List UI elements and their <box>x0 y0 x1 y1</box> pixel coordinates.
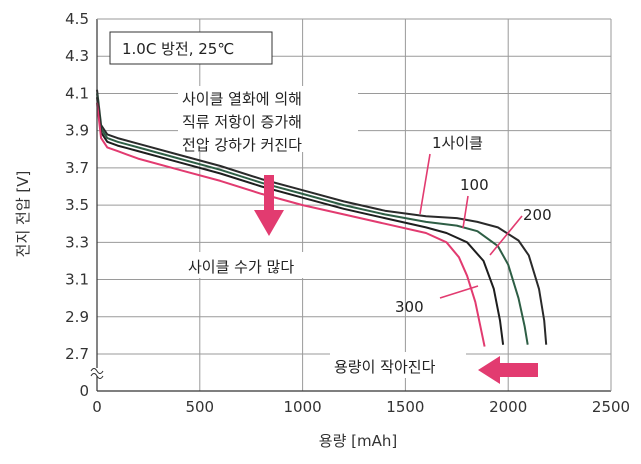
y-tick-label: 3.7 <box>65 159 89 177</box>
series-line-3 <box>96 97 505 345</box>
x-tick-label: 500 <box>185 398 214 416</box>
axis-break-mark <box>90 368 104 374</box>
series-labels: 1사이클 100 200 300 <box>395 134 552 316</box>
leader-line <box>462 195 469 229</box>
tick-labels: 0 500 1000 1500 2000 2500 0 2.7 2.9 3.1 3.3 3.5 3.7 3… <box>65 10 630 416</box>
x-tick-label: 0 <box>92 398 102 416</box>
y-tick-label: 4.1 <box>65 84 89 102</box>
series-lines <box>96 89 548 347</box>
series-label: 200 <box>523 206 552 224</box>
capacity-note-bg <box>330 352 466 378</box>
x-tick-label: 1500 <box>386 398 424 416</box>
axes <box>90 18 612 392</box>
series-line-4 <box>96 102 486 347</box>
series-label: 100 <box>460 176 489 194</box>
capacity-note: 용량이 작아진다 <box>334 358 436 376</box>
x-tick-label: 2500 <box>592 398 630 416</box>
y-tick-label: 3.1 <box>65 271 89 289</box>
leader-line <box>489 215 523 256</box>
conditions-box <box>109 31 273 65</box>
y-tick-label: 2.7 <box>65 345 89 363</box>
y-tick-label: 4.5 <box>65 10 89 28</box>
series-label: 1사이클 <box>432 134 483 152</box>
resistance-note-bg <box>178 86 358 152</box>
axis-break-mark <box>90 373 104 379</box>
series-line-1 <box>96 89 548 345</box>
resistance-note-line3: 전압 강하가 커진다 <box>182 136 302 154</box>
y-tick-label: 0 <box>79 382 89 400</box>
resistance-note-line1: 사이클 열화에 의해 <box>182 90 302 108</box>
y-tick-label: 2.9 <box>65 308 89 326</box>
y-tick-label: 3.5 <box>65 196 89 214</box>
series-label: 300 <box>395 298 424 316</box>
capacity-arrow <box>478 356 538 384</box>
x-tick-label: 2000 <box>489 398 527 416</box>
voltage-drop-arrow <box>254 175 284 236</box>
axis-break-gap <box>91 368 103 376</box>
leader-line <box>439 285 479 299</box>
y-tick-label: 4.3 <box>65 47 89 65</box>
leader-line <box>419 153 431 215</box>
x-axis-title: 용량 [mAh] <box>319 432 397 450</box>
conditions-label: 1.0C 방전, 25℃ <box>122 40 234 58</box>
cycles-note: 사이클 수가 많다 <box>188 258 294 276</box>
series-line-2 <box>96 93 529 345</box>
cycles-note-bg <box>184 252 334 278</box>
grid <box>96 18 612 391</box>
x-tick-label: 1000 <box>284 398 322 416</box>
y-tick-label: 3.3 <box>65 233 89 251</box>
y-tick-label: 3.9 <box>65 122 89 140</box>
y-axis-title: 전지 전압 [V] <box>14 171 32 258</box>
resistance-note-line2: 직류 저항이 증가해 <box>182 113 302 131</box>
